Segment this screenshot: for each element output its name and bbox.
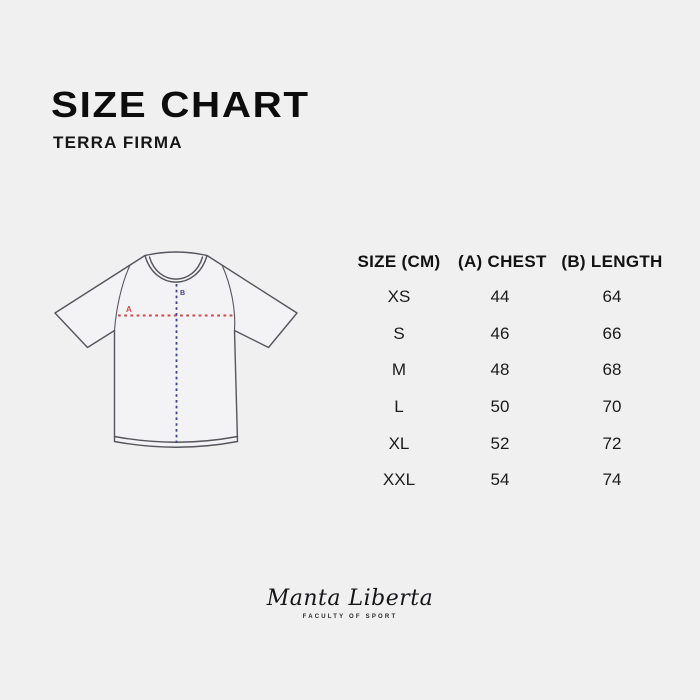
chest-cell: 52	[490, 433, 510, 453]
length-cell: 66	[602, 323, 622, 343]
size-cell: M	[391, 360, 407, 380]
size-cell: S	[393, 323, 405, 343]
tshirt-armhole-seam-left	[113, 264, 131, 332]
tshirt-collar-outer-line	[144, 254, 208, 283]
tshirt-collar-inner-line	[148, 256, 204, 280]
size-cell: XXL	[382, 470, 416, 490]
tshirt-measurement-diagram: A B	[54, 251, 298, 448]
column-header-size: SIZE (CM)	[357, 252, 441, 271]
brand-logo-script: Manta Liberta	[266, 586, 434, 611]
chest-cell: 44	[490, 287, 510, 307]
size-table: SIZE (CM) (A) CHEST (B) LENGTH XS 44 64 …	[340, 245, 682, 499]
column-header-length: (B) LENGTH	[561, 252, 663, 271]
size-cell: L	[394, 397, 404, 417]
length-cell: 68	[602, 360, 622, 380]
brand-tagline: FACULTY OF SPORT	[302, 614, 398, 620]
tshirt-armhole-seam-right	[221, 264, 236, 332]
size-cell: XS	[387, 287, 411, 307]
length-cell: 74	[602, 470, 622, 490]
column-header-chest: (A) CHEST	[458, 252, 547, 271]
length-measurement-b: B	[175, 284, 185, 443]
size-cell: XL	[388, 433, 410, 453]
page-subtitle: TERRA FIRMA	[53, 133, 183, 152]
chest-cell: 54	[490, 470, 510, 490]
length-cell: 72	[602, 433, 622, 453]
chest-cell: 46	[490, 323, 510, 343]
page-title: SIZE CHART	[51, 84, 310, 125]
chest-label-a: A	[126, 305, 132, 314]
chest-cell: 50	[490, 397, 510, 417]
chest-cell: 48	[490, 360, 510, 380]
length-cell: 64	[602, 287, 622, 307]
length-cell: 70	[602, 397, 622, 417]
length-label-b: B	[180, 290, 185, 297]
